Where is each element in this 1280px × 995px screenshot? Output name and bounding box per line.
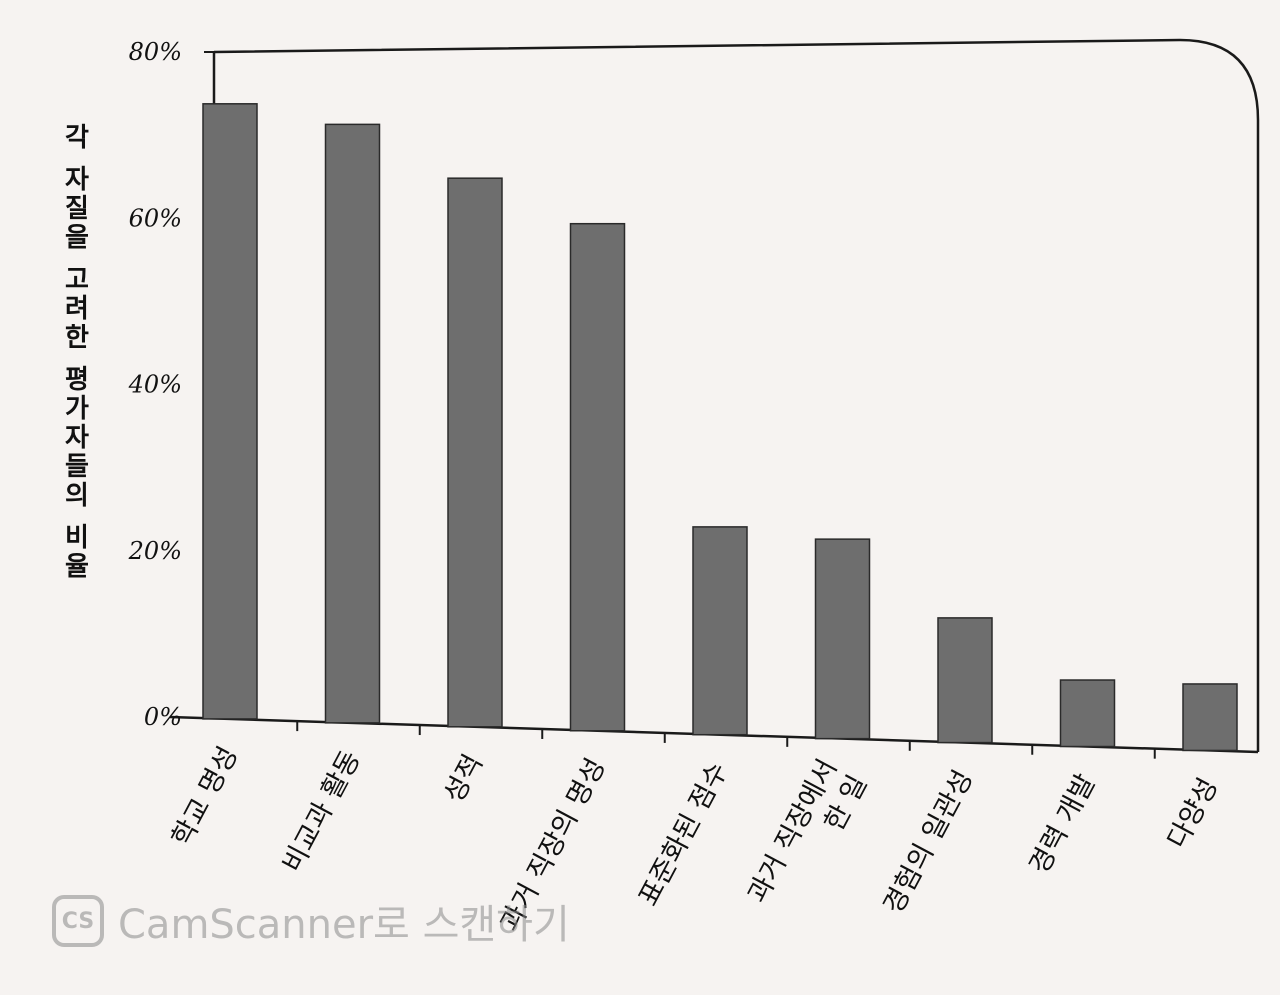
x-category-label: 학교 명성 (166, 742, 244, 852)
bar-5 (692, 526, 748, 736)
bar-8 (1059, 679, 1116, 748)
bar-1 (202, 103, 258, 720)
bar-9 (1182, 683, 1238, 752)
x-category-label: 경력 개발 (1024, 769, 1102, 879)
scanner-watermark: CS CamScanner로 스캔하기 (52, 892, 570, 950)
y-tick-label: 0% (144, 703, 182, 731)
x-category-label: 비교과 활동 (277, 746, 367, 878)
x-category-label: 과거 직장에서한 일 (742, 754, 873, 924)
bar-7 (937, 617, 993, 744)
x-category-label: 성적 (438, 750, 489, 808)
x-category-label: 경험의 일관성 (878, 765, 979, 919)
plot-area: 0% 20% 40% 60% 80% 각 자 질 을 고 려 한 평 가 자 들 의 비 율학교 명성 비교과 활동 성… (65, 38, 1259, 937)
y-tick-label: 80% (129, 38, 182, 66)
y-tick-label: 60% (129, 204, 182, 232)
watermark-text: CamScanner로 스캔하기 (118, 902, 570, 948)
bar-3 (447, 177, 503, 728)
bar-4 (569, 222, 626, 732)
bar-6 (814, 538, 871, 740)
x-category-label: 다양성 (1162, 773, 1224, 853)
y-tick-label: 20% (128, 537, 182, 565)
bar-2 (324, 123, 381, 724)
x-category-label: 표준화된 점수 (633, 757, 734, 911)
camscanner-logo-icon: CS (52, 895, 104, 947)
y-tick-label: 40% (128, 371, 182, 399)
chart-frame-border (213, 38, 1260, 752)
